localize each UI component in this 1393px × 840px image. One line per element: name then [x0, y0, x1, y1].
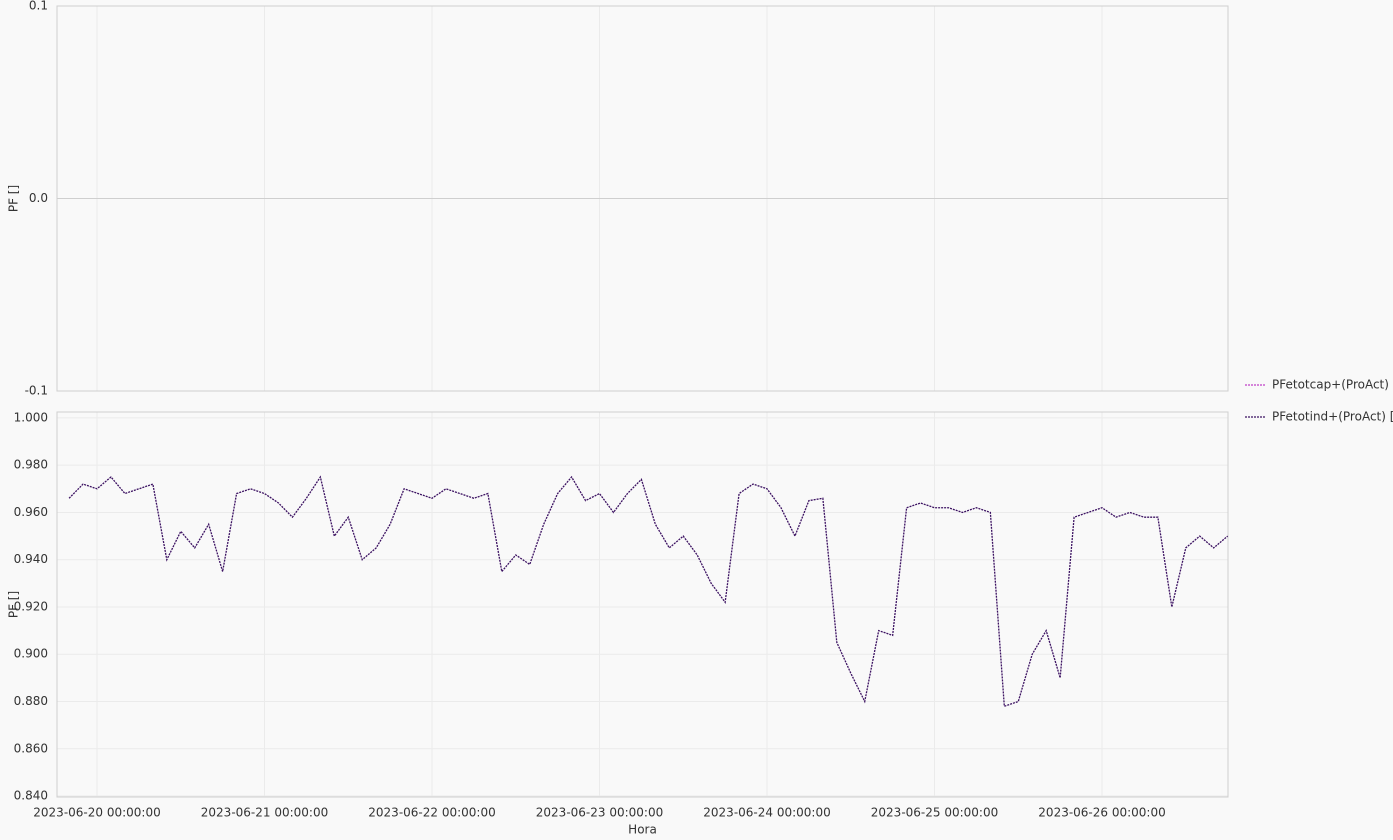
x-tick-label: 2023-06-25 00:00:00: [871, 806, 998, 820]
y-tick-label: 0.840: [14, 789, 48, 803]
x-tick-label: 2023-06-22 00:00:00: [368, 806, 495, 820]
y-tick-label: 0.900: [14, 647, 48, 661]
legend-label: PFetotcap+(ProAct) []: [1272, 378, 1393, 392]
plot-frame: [56, 5, 1229, 392]
y-tick-label: 1.000: [14, 410, 48, 424]
y-tick-label: 0.920: [14, 599, 48, 613]
legend-label: PFetotind+(ProAct) []: [1272, 410, 1393, 424]
x-tick-label: 2023-06-20 00:00:00: [33, 806, 160, 820]
data-line: [68, 475, 1229, 708]
y-tick-label: 0.860: [14, 741, 48, 755]
x-tick-label: 2023-06-26 00:00:00: [1038, 806, 1165, 820]
plot-frame: [56, 411, 1229, 798]
y-axis-label: PF []: [7, 185, 21, 212]
x-axis-label: Hora: [628, 823, 657, 837]
y-tick-label: 0.940: [14, 552, 48, 566]
x-tick-label: 2023-06-23 00:00:00: [536, 806, 663, 820]
y-tick-label: 0.880: [14, 694, 48, 708]
y-tick-label: -0.1: [25, 384, 48, 398]
x-tick-label: 2023-06-24 00:00:00: [703, 806, 830, 820]
x-tick-label: 2023-06-21 00:00:00: [201, 806, 328, 820]
y-tick-label: 0.980: [14, 458, 48, 472]
y-tick-label: 0.1: [29, 0, 48, 13]
y-axis-label: PF []: [7, 591, 21, 618]
y-tick-label: 0.0: [29, 191, 48, 205]
y-tick-label: 0.960: [14, 505, 48, 519]
